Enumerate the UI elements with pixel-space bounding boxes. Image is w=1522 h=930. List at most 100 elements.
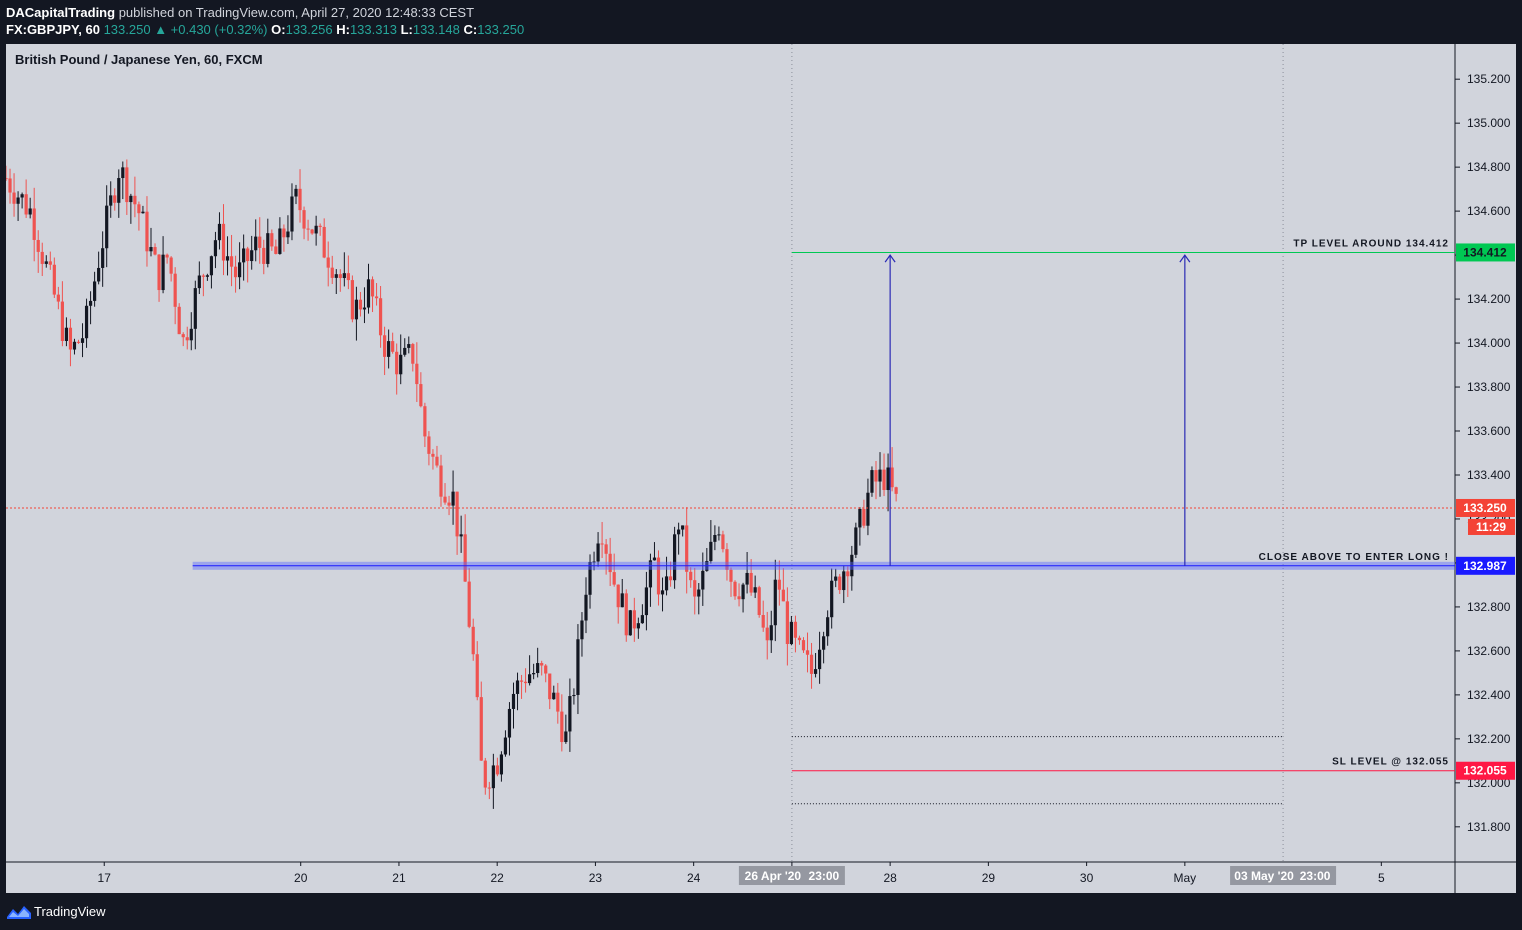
candle-body	[668, 576, 673, 581]
candle-body	[523, 681, 528, 684]
candle-body	[556, 692, 560, 712]
published-text: published on TradingView.com, April 27, …	[118, 5, 475, 20]
chart-area[interactable]: 135.200135.000134.800134.600134.400134.2…	[6, 44, 1516, 893]
y-tick-label: 132.600	[1467, 644, 1511, 658]
candle-body	[391, 341, 395, 352]
candle-body	[113, 195, 117, 203]
candle-body	[483, 760, 487, 788]
candle-body	[689, 571, 693, 581]
price-chart[interactable]: 135.200135.000134.800134.600134.400134.2…	[6, 44, 1516, 893]
candle-body	[374, 296, 379, 299]
candle-body	[660, 590, 665, 595]
candle-body	[564, 731, 568, 743]
candle-body	[423, 406, 427, 437]
candle-body	[519, 680, 524, 682]
time-marker-time: 23:00	[809, 869, 840, 883]
candle-body	[789, 621, 794, 645]
candle-body	[221, 223, 226, 261]
candle-body	[664, 576, 669, 591]
candle-body	[652, 557, 657, 561]
publisher-name[interactable]: DACapitalTrading	[6, 5, 116, 20]
candle-body	[733, 581, 737, 597]
candle-body	[6, 178, 8, 180]
candle-body	[540, 663, 544, 666]
candle-body	[12, 192, 16, 204]
candle-body	[511, 693, 516, 709]
candle-body	[612, 572, 616, 585]
candle-body	[866, 492, 870, 526]
candle-body	[28, 208, 32, 215]
candle-body	[274, 246, 278, 254]
y-tick-label: 133.600	[1467, 424, 1511, 438]
candle-body	[189, 328, 193, 341]
candle-body	[793, 621, 798, 638]
candle-body	[36, 239, 40, 252]
candle-body	[673, 534, 677, 581]
candle-body	[584, 594, 588, 621]
candle-body	[455, 491, 459, 537]
candle-body	[882, 469, 886, 491]
candle-body	[181, 334, 185, 338]
candle-body	[294, 188, 298, 197]
y-tick-label: 135.200	[1467, 72, 1511, 86]
x-tick-label: 29	[982, 871, 996, 885]
candle-body	[370, 279, 375, 297]
candle-body	[765, 627, 769, 641]
candle-body	[258, 236, 262, 248]
candle-body	[737, 596, 741, 600]
candle-body	[399, 354, 403, 375]
candle-body	[439, 465, 443, 497]
candle-body	[427, 436, 431, 454]
candle-body	[701, 570, 705, 590]
candle-body	[233, 266, 238, 278]
candle-body	[822, 636, 826, 650]
candle-body	[270, 233, 274, 247]
candle-body	[105, 205, 109, 249]
candle-body	[225, 256, 230, 261]
candle-body	[443, 496, 447, 503]
candle-body	[185, 337, 189, 341]
candle-body	[805, 650, 810, 655]
last-price-badge	[1456, 498, 1515, 517]
candle-body	[681, 525, 685, 530]
low-value: 133.148	[412, 22, 460, 37]
tradingview-logo-icon[interactable]	[6, 903, 32, 921]
candle-body	[745, 572, 749, 585]
candle-body	[838, 576, 842, 591]
candle-body	[544, 665, 548, 674]
tp-price-badge-text: 134.412	[1463, 245, 1507, 259]
candle-body	[560, 711, 564, 743]
y-tick-label: 134.800	[1467, 160, 1511, 174]
sl-price-badge-text: 132.055	[1463, 764, 1507, 778]
candle-body	[528, 674, 532, 684]
candle-body	[88, 300, 93, 306]
open-label: O:	[271, 22, 286, 37]
candle-body	[499, 754, 504, 775]
candle-body	[97, 267, 101, 282]
candle-body	[435, 456, 439, 466]
x-tick-label: 5	[1378, 871, 1385, 885]
candle-body	[648, 560, 653, 588]
candle-body	[238, 262, 242, 278]
candle-body	[725, 549, 729, 570]
candle-body	[644, 587, 649, 616]
candle-body	[141, 211, 145, 214]
tp-level-label: TP LEVEL AROUND 134.412	[1293, 238, 1449, 249]
candle-body	[773, 579, 777, 626]
candle-body	[503, 737, 508, 755]
close-label: C:	[463, 22, 478, 37]
candle-body	[217, 223, 222, 241]
candle-body	[177, 306, 181, 335]
candle-body	[576, 639, 580, 695]
x-tick-label: 17	[98, 871, 112, 885]
candle-body	[568, 696, 572, 732]
tradingview-brand[interactable]: TradingView	[34, 904, 106, 919]
candle-body	[580, 620, 584, 640]
candle-body	[44, 261, 48, 264]
candle-body	[741, 584, 745, 600]
entry-price-badge	[1456, 556, 1515, 575]
candle-body	[870, 470, 874, 493]
last-price-text: 133.250	[103, 22, 151, 37]
candle-body	[242, 248, 246, 263]
candle-body	[121, 167, 125, 179]
